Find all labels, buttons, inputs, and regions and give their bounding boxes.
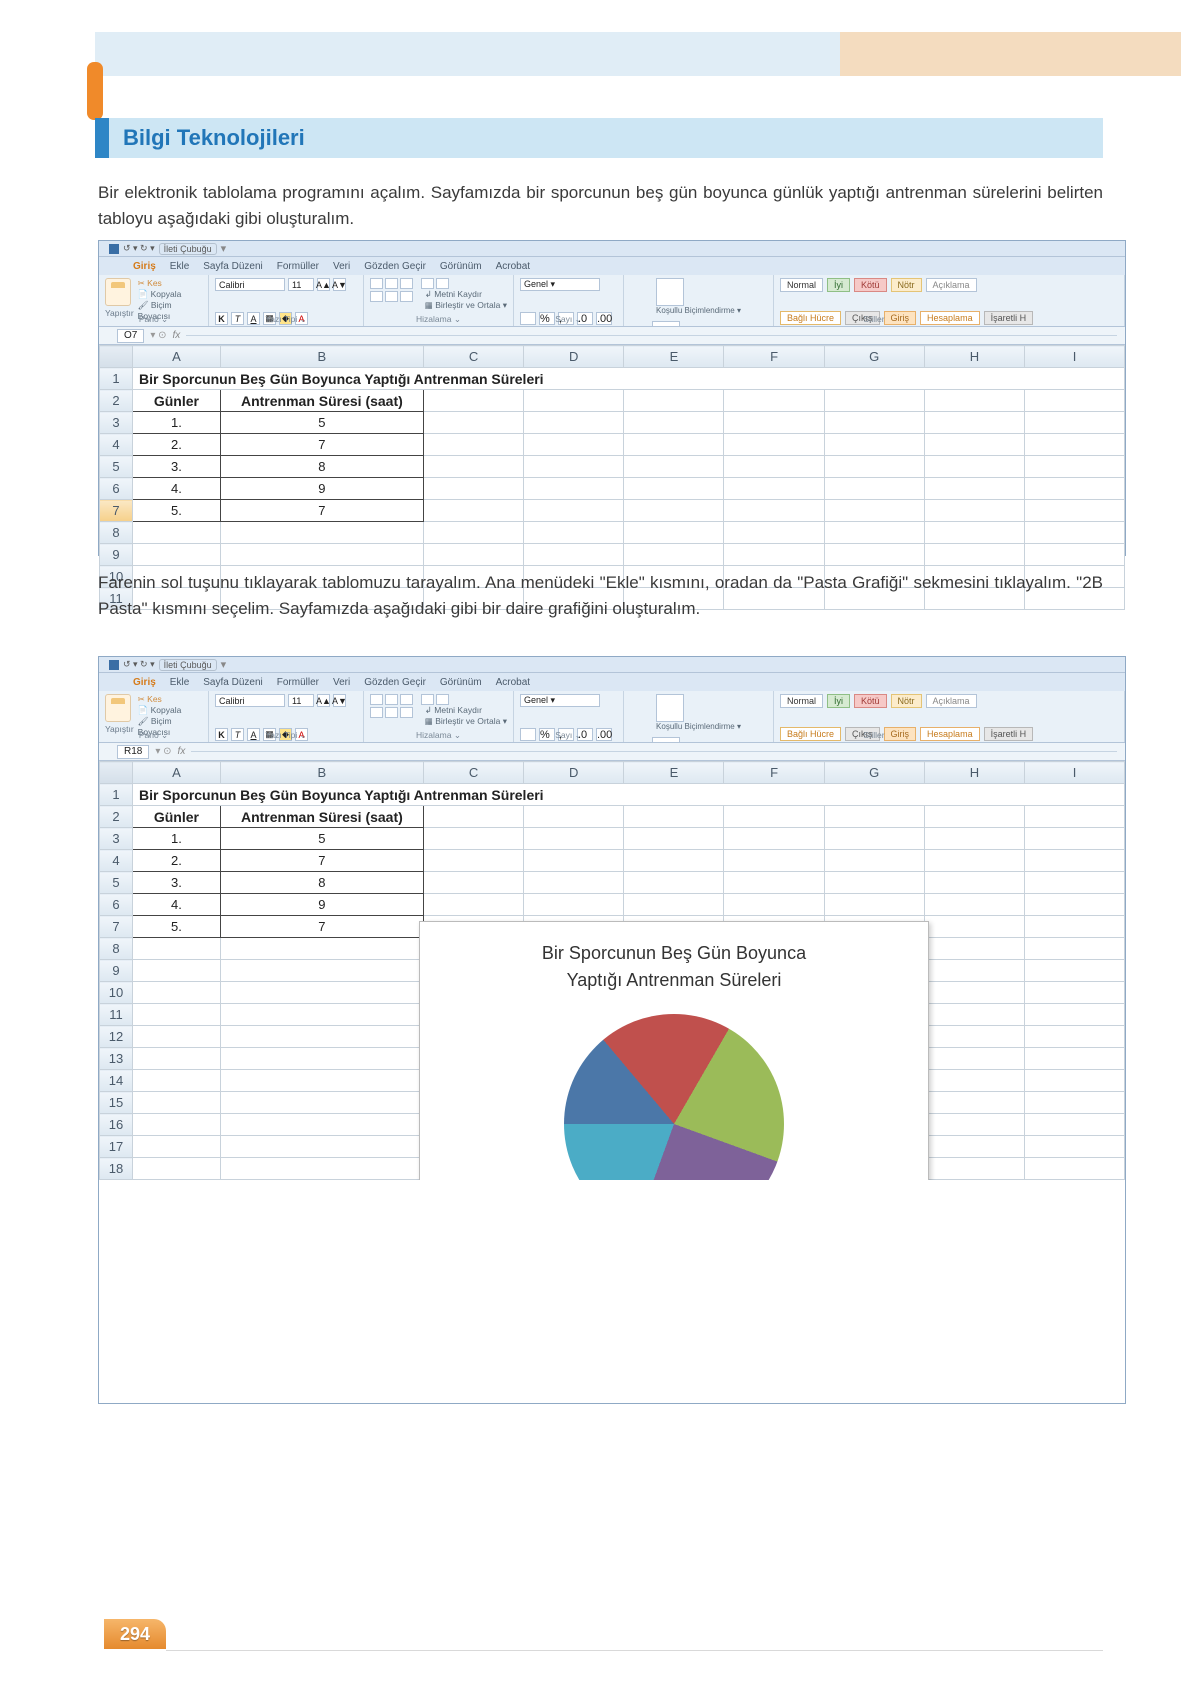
- ribbon-tabs: Giriş Ekle Sayfa Düzeni Formüller Veri G…: [99, 257, 1125, 275]
- col-header: F: [724, 346, 824, 368]
- tab-home[interactable]: Giriş: [133, 261, 156, 272]
- tab-layout[interactable]: Sayfa Düzeni: [203, 677, 262, 688]
- col-header: G: [824, 762, 924, 784]
- col-header: C: [423, 346, 523, 368]
- quick-access-toolbar-2: ↺ ▾ ↻ ▾ İleti Çubuğu ▾: [99, 657, 1125, 673]
- col-header: D: [524, 762, 624, 784]
- col-header: H: [924, 346, 1024, 368]
- paragraph-2: Farenin sol tuşunu tıklayarak tablomuzu …: [98, 570, 1103, 623]
- pie-chart[interactable]: Bir Sporcunun Beş Gün BoyuncaYaptığı Ant…: [419, 921, 929, 1180]
- col-header: E: [624, 346, 724, 368]
- footer-rule: [166, 1650, 1103, 1651]
- col-header: I: [1025, 346, 1125, 368]
- tab-insert[interactable]: Ekle: [170, 677, 189, 688]
- col-header: H: [924, 762, 1024, 784]
- worksheet-2[interactable]: ABCDEFGHI1Bir Sporcunun Beş Gün Boyunca …: [99, 761, 1125, 1180]
- tab-view[interactable]: Görünüm: [440, 677, 482, 688]
- paragraph-1: Bir elektronik tablolama programını açal…: [98, 180, 1103, 233]
- col-header: A: [133, 346, 221, 368]
- name-box[interactable]: R18: [117, 745, 149, 759]
- tab-insert[interactable]: Ekle: [170, 261, 189, 272]
- tab-formulas[interactable]: Formüller: [277, 677, 319, 688]
- tab-data[interactable]: Veri: [333, 677, 350, 688]
- section-heading-text: Bilgi Teknolojileri: [123, 125, 305, 151]
- ribbon: Yapıştır ✂ Kes📄 Kopyala🖌 Biçim Boyacısı …: [99, 275, 1125, 327]
- name-box-bar-2: R18 ▾ ⊙ fx: [99, 743, 1125, 761]
- tab-review[interactable]: Gözden Geçir: [364, 677, 426, 688]
- col-header: I: [1025, 762, 1125, 784]
- page-number: 294: [104, 1619, 166, 1649]
- excel-screenshot-1: ↺ ▾ ↻ ▾ İleti Çubuğu ▾ Giriş Ekle Sayfa …: [98, 240, 1126, 556]
- col-header: G: [824, 346, 924, 368]
- chart-title: Bir Sporcunun Beş Gün BoyuncaYaptığı Ant…: [420, 940, 928, 994]
- section-heading: Bilgi Teknolojileri: [95, 118, 1103, 158]
- qat-label[interactable]: İleti Çubuğu: [159, 659, 217, 671]
- name-box[interactable]: O7: [117, 329, 144, 343]
- name-box-bar: O7 ▾ ⊙ fx: [99, 327, 1125, 345]
- tab-data[interactable]: Veri: [333, 261, 350, 272]
- col-header: A: [133, 762, 221, 784]
- tab-acrobat[interactable]: Acrobat: [496, 677, 530, 688]
- fx-icon[interactable]: fx: [178, 746, 186, 757]
- excel-screenshot-2: ↺ ▾ ↻ ▾ İleti Çubuğu ▾ Giriş Ekle Sayfa …: [98, 656, 1126, 1404]
- tab-acrobat[interactable]: Acrobat: [496, 261, 530, 272]
- col-header: D: [524, 346, 624, 368]
- tab-review[interactable]: Gözden Geçir: [364, 261, 426, 272]
- col-header: F: [724, 762, 824, 784]
- tab-formulas[interactable]: Formüller: [277, 261, 319, 272]
- col-header: C: [423, 762, 523, 784]
- tab-home[interactable]: Giriş: [133, 677, 156, 688]
- quick-access-toolbar: ↺ ▾ ↻ ▾ İleti Çubuğu ▾: [99, 241, 1125, 257]
- page-top-decor: [0, 0, 1181, 92]
- save-icon[interactable]: [109, 244, 119, 254]
- qat-label[interactable]: İleti Çubuğu: [159, 243, 217, 255]
- tab-layout[interactable]: Sayfa Düzeni: [203, 261, 262, 272]
- tab-view[interactable]: Görünüm: [440, 261, 482, 272]
- ribbon-tabs-2: Giriş Ekle Sayfa Düzeni Formüller Veri G…: [99, 673, 1125, 691]
- col-header: B: [220, 346, 423, 368]
- fx-icon[interactable]: fx: [173, 330, 181, 341]
- save-icon[interactable]: [109, 660, 119, 670]
- ribbon-2: Yapıştır ✂ Kes📄 Kopyala🖌 Biçim Boyacısı …: [99, 691, 1125, 743]
- col-header: B: [220, 762, 423, 784]
- col-header: E: [624, 762, 724, 784]
